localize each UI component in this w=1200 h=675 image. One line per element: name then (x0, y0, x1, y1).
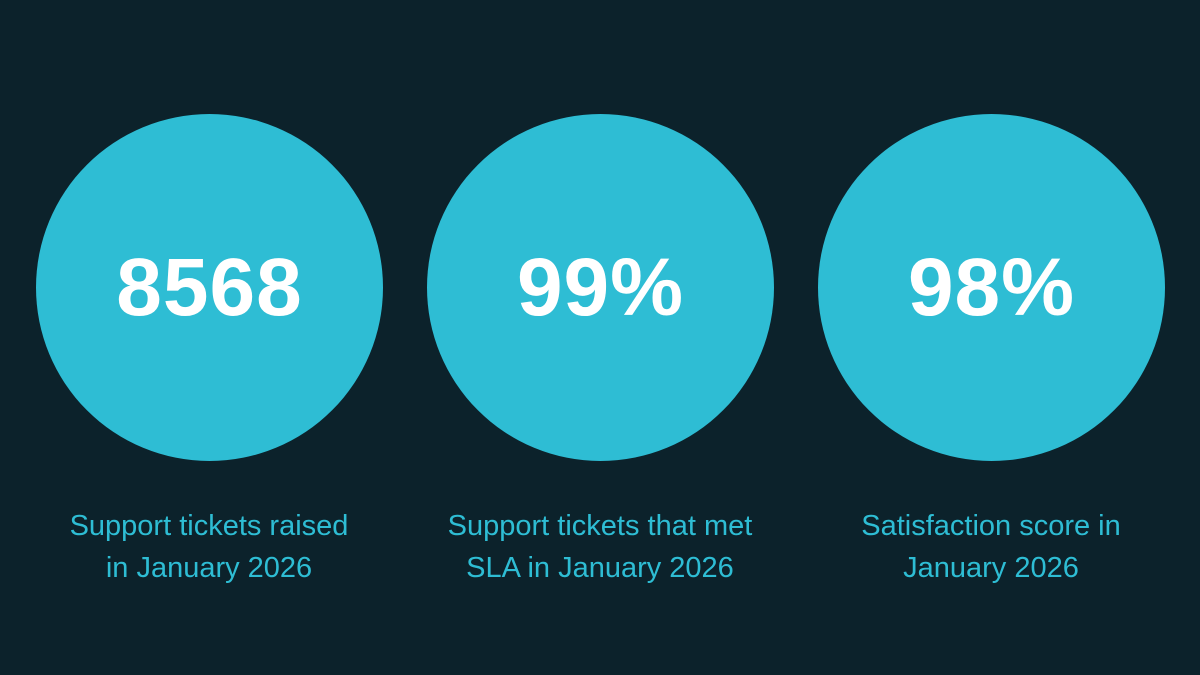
stat-value: 98% (907, 241, 1076, 333)
stat-caption-line: January 2026 (903, 552, 1079, 584)
stat-circle: 8568 (36, 114, 383, 461)
stat-value: 8568 (116, 241, 303, 333)
stat-caption-line: Satisfaction score in (861, 510, 1121, 542)
stat-caption-line: SLA in January 2026 (466, 552, 734, 584)
stat-card-satisfaction: 98% Satisfaction score in January 2026 (806, 0, 1176, 675)
stat-caption: Support tickets that met SLA in January … (415, 505, 785, 589)
stat-card-sla-met: 99% Support tickets that met SLA in Janu… (415, 0, 785, 675)
stat-caption-line: Support tickets raised (69, 510, 349, 542)
stat-caption-line: Support tickets that met (447, 510, 753, 542)
stat-caption: Support tickets raised in January 2026 (24, 505, 394, 589)
stat-card-tickets-raised: 8568 Support tickets raised in January 2… (24, 0, 394, 675)
stat-value: 99% (516, 241, 685, 333)
stat-circle: 99% (427, 114, 774, 461)
stat-caption-line: in January 2026 (105, 552, 313, 584)
stat-caption: Satisfaction score in January 2026 (806, 505, 1176, 589)
stat-circle: 98% (818, 114, 1165, 461)
